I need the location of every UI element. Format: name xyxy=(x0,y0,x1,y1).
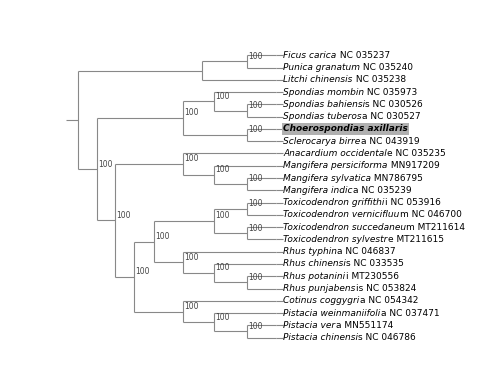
Text: Pistacia weinmaniifoli: Pistacia weinmaniifoli xyxy=(284,308,380,317)
Text: Ficus carica: Ficus carica xyxy=(284,51,337,60)
Text: 100: 100 xyxy=(215,263,230,272)
Text: Spondias tuberos: Spondias tuberos xyxy=(284,112,362,121)
Text: Rhus typhin: Rhus typhin xyxy=(284,247,338,256)
Text: 100: 100 xyxy=(136,267,150,276)
Text: 100: 100 xyxy=(154,232,169,241)
Text: Spondias bahiensi: Spondias bahiensi xyxy=(284,100,366,109)
Text: 100: 100 xyxy=(184,253,198,262)
Text: NC 035973: NC 035973 xyxy=(364,88,418,96)
Text: m MT211614: m MT211614 xyxy=(406,223,466,231)
Text: s NC 033535: s NC 033535 xyxy=(346,259,404,268)
Text: s NC 046786: s NC 046786 xyxy=(358,333,416,342)
Text: 100: 100 xyxy=(184,302,198,311)
Text: e NC 035235: e NC 035235 xyxy=(387,149,446,158)
Text: NC 035237: NC 035237 xyxy=(336,51,390,60)
Text: 100: 100 xyxy=(248,273,262,282)
Text: Toxicodendron succedaneu: Toxicodendron succedaneu xyxy=(284,223,406,231)
Text: Litchi chinensis: Litchi chinensis xyxy=(284,75,353,84)
Text: Spondias mombin: Spondias mombin xyxy=(284,88,364,96)
Text: 100: 100 xyxy=(215,312,230,322)
Text: Mangifera indic: Mangifera indic xyxy=(284,186,353,195)
Text: 100: 100 xyxy=(98,159,113,168)
Text: Mangifera persiciforma: Mangifera persiciforma xyxy=(284,161,388,170)
Text: s NC 030526: s NC 030526 xyxy=(366,100,423,109)
Text: 100: 100 xyxy=(215,91,230,101)
Text: a NC 043919: a NC 043919 xyxy=(360,137,419,146)
Text: MN786795: MN786795 xyxy=(372,173,423,182)
Text: a NC 046837: a NC 046837 xyxy=(338,247,396,256)
Text: 100: 100 xyxy=(248,174,262,184)
Text: Rhus chinensi: Rhus chinensi xyxy=(284,259,346,268)
Text: 100: 100 xyxy=(184,109,198,117)
Text: 100: 100 xyxy=(215,165,230,174)
Text: a NC 030527: a NC 030527 xyxy=(362,112,420,121)
Text: 100: 100 xyxy=(248,52,262,61)
Text: Choerospondias axillaris: Choerospondias axillaris xyxy=(284,124,408,133)
Text: a NC 054342: a NC 054342 xyxy=(360,296,418,305)
Text: e MT211615: e MT211615 xyxy=(388,235,444,244)
Text: 100: 100 xyxy=(248,224,262,233)
Text: i MT230556: i MT230556 xyxy=(346,272,399,281)
Text: is NC 053824: is NC 053824 xyxy=(356,284,416,293)
Text: Toxicodendron griffithi: Toxicodendron griffithi xyxy=(284,198,385,207)
Text: Pistacia ver: Pistacia ver xyxy=(284,321,336,330)
Text: Punica granatum: Punica granatum xyxy=(284,63,360,72)
Text: Toxicodendron vernicifluu: Toxicodendron vernicifluu xyxy=(284,210,400,219)
Text: Sclerocarya birre: Sclerocarya birre xyxy=(284,137,360,146)
Text: Rhus potanini: Rhus potanini xyxy=(284,272,346,281)
Text: 100: 100 xyxy=(248,125,262,134)
Text: Anacardium occidental: Anacardium occidental xyxy=(284,149,387,158)
Text: Rhus punjabens: Rhus punjabens xyxy=(284,284,356,293)
Text: m NC 046700: m NC 046700 xyxy=(400,210,462,219)
Text: NC 035240: NC 035240 xyxy=(360,63,414,72)
Text: Pistacia chinensi: Pistacia chinensi xyxy=(284,333,358,342)
Text: a NC 035239: a NC 035239 xyxy=(353,186,412,195)
Text: 100: 100 xyxy=(215,211,230,220)
Text: NC 035238: NC 035238 xyxy=(353,75,406,84)
Text: i NC 053916: i NC 053916 xyxy=(385,198,440,207)
Text: 100: 100 xyxy=(184,154,198,163)
Text: a MN551174: a MN551174 xyxy=(336,321,393,330)
Text: Toxicodendron sylvestr: Toxicodendron sylvestr xyxy=(284,235,388,244)
Text: Mangifera sylvatica: Mangifera sylvatica xyxy=(284,173,372,182)
Text: MN917209: MN917209 xyxy=(388,161,440,170)
Text: a NC 037471: a NC 037471 xyxy=(380,308,440,317)
Text: 100: 100 xyxy=(248,199,262,208)
Text: Cotinus coggygri: Cotinus coggygri xyxy=(284,296,360,305)
Text: 100: 100 xyxy=(116,211,130,220)
Text: 100: 100 xyxy=(248,322,262,331)
Text: 100: 100 xyxy=(248,101,262,110)
